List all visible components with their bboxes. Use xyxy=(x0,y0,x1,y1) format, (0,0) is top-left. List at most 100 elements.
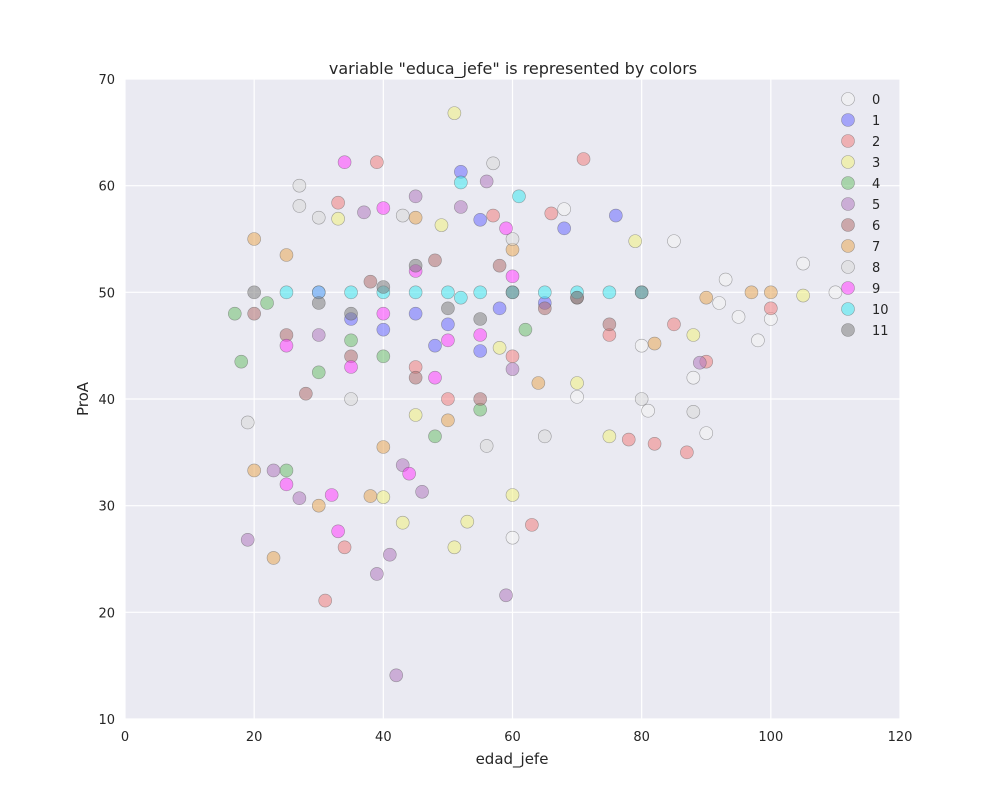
data-points xyxy=(227,106,843,683)
legend-marker xyxy=(841,113,855,127)
data-point xyxy=(460,514,475,529)
data-point xyxy=(634,392,649,406)
data-point xyxy=(796,256,810,271)
data-point xyxy=(641,403,655,418)
data-point xyxy=(492,258,507,273)
data-point xyxy=(537,285,552,300)
data-point xyxy=(473,285,488,300)
data-point xyxy=(292,491,307,506)
data-point xyxy=(247,306,261,321)
legend-label: 9 xyxy=(872,282,880,297)
data-point xyxy=(408,210,423,225)
x-axis-label: edad_jefe xyxy=(476,750,549,769)
data-point xyxy=(408,306,423,321)
data-point xyxy=(247,463,261,478)
data-point xyxy=(744,285,759,300)
data-point xyxy=(376,490,391,504)
data-point xyxy=(428,253,442,268)
data-point xyxy=(441,413,455,428)
data-point xyxy=(479,174,494,189)
data-point xyxy=(667,234,681,248)
legend-label: 4 xyxy=(872,177,880,192)
data-point xyxy=(279,248,294,262)
data-point xyxy=(505,362,520,376)
y-tick-label: 70 xyxy=(98,73,115,88)
data-point xyxy=(764,285,778,300)
data-point xyxy=(647,436,662,451)
data-point xyxy=(686,370,701,385)
legend-label: 6 xyxy=(872,219,880,234)
data-point xyxy=(344,333,358,348)
data-point xyxy=(376,440,391,454)
legend-marker xyxy=(841,323,855,337)
data-point xyxy=(537,429,552,444)
data-point xyxy=(428,370,442,385)
data-point xyxy=(415,484,429,499)
data-point xyxy=(428,338,442,353)
data-point xyxy=(260,296,274,310)
data-point xyxy=(505,488,520,502)
data-point xyxy=(408,258,423,273)
data-point xyxy=(602,285,617,300)
data-point xyxy=(337,155,352,169)
data-point xyxy=(441,301,455,316)
data-point xyxy=(473,312,488,326)
legend-marker xyxy=(841,260,855,274)
data-point xyxy=(796,288,810,303)
data-point xyxy=(279,477,294,492)
data-point xyxy=(505,349,520,364)
data-point xyxy=(492,340,507,355)
data-point xyxy=(408,408,423,422)
grid-lines xyxy=(124,78,901,720)
legend-label: 8 xyxy=(872,261,880,276)
data-point xyxy=(499,221,513,236)
data-point xyxy=(473,344,488,358)
data-point xyxy=(570,290,584,305)
data-point xyxy=(311,296,326,310)
x-tick-label: 0 xyxy=(121,730,129,745)
x-tick-label: 100 xyxy=(758,730,783,745)
x-axis-ticks: 0 20 40 60 80 100 120 xyxy=(121,730,913,745)
data-point xyxy=(731,310,746,324)
data-point xyxy=(370,155,384,169)
data-point xyxy=(499,588,513,603)
data-point xyxy=(299,386,313,401)
data-point xyxy=(634,285,649,300)
data-point xyxy=(667,317,681,332)
y-tick-label: 40 xyxy=(98,393,115,408)
data-point xyxy=(764,301,778,316)
data-point xyxy=(686,404,701,419)
data-point xyxy=(344,360,358,374)
data-point xyxy=(408,189,423,204)
data-point xyxy=(266,463,281,478)
data-point xyxy=(376,322,391,337)
data-point xyxy=(512,189,526,204)
legend-label: 11 xyxy=(872,324,889,339)
data-point xyxy=(318,593,333,608)
data-point xyxy=(311,210,326,225)
data-point xyxy=(680,445,694,460)
data-point xyxy=(247,285,261,300)
legend-label: 7 xyxy=(872,240,880,255)
data-point xyxy=(337,540,352,555)
data-point xyxy=(505,232,520,246)
legend-label: 0 xyxy=(872,93,880,108)
data-point xyxy=(441,392,455,406)
data-point xyxy=(311,365,326,380)
data-point xyxy=(376,349,391,364)
data-point xyxy=(266,551,281,565)
data-point xyxy=(434,218,449,232)
x-tick-label: 20 xyxy=(246,730,263,745)
data-point xyxy=(634,338,649,353)
data-point xyxy=(828,285,843,300)
data-point xyxy=(531,376,546,390)
data-point xyxy=(357,205,371,220)
data-point xyxy=(344,392,358,406)
data-point xyxy=(447,106,462,120)
data-point xyxy=(331,195,345,210)
data-point xyxy=(505,269,520,284)
y-axis-ticks: 10 20 30 40 50 60 70 xyxy=(98,73,115,728)
legend-label: 2 xyxy=(872,135,880,150)
data-point xyxy=(247,232,261,246)
